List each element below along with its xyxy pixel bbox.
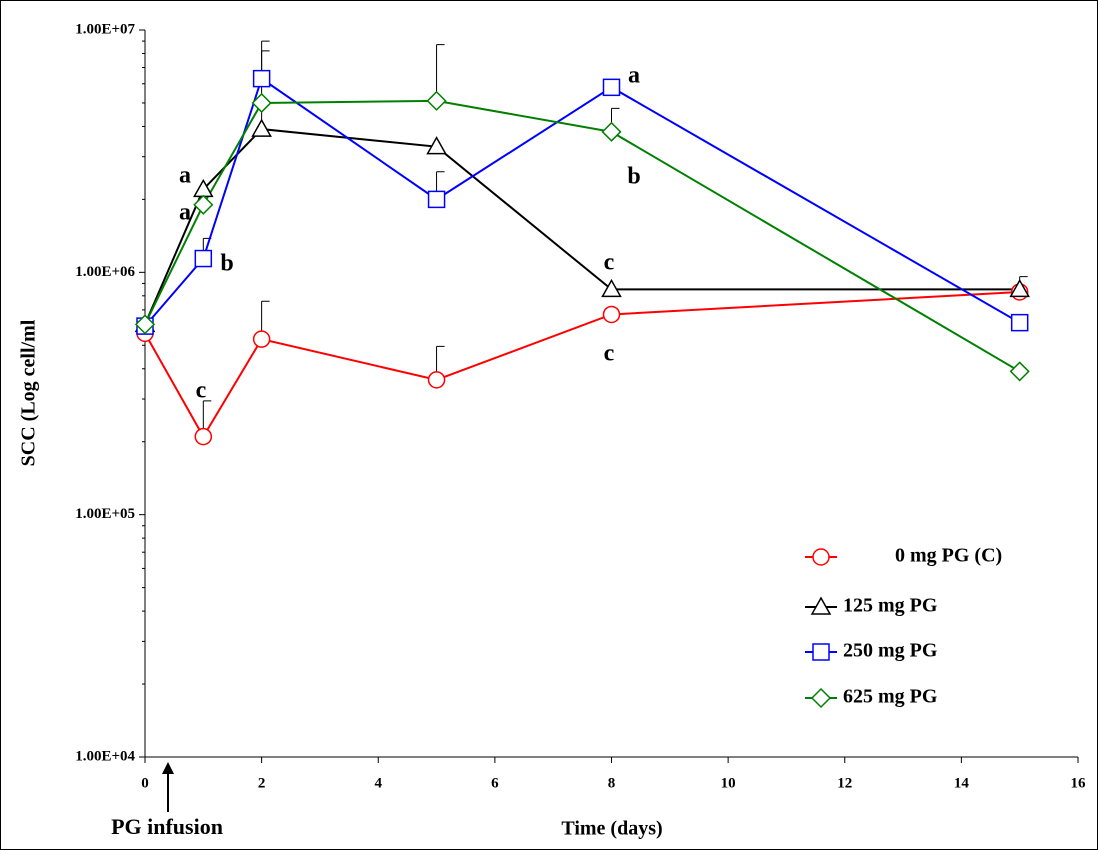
y-tick-label: 1.00E+04 [75,748,135,764]
point [251,118,272,137]
point [1009,361,1030,382]
point [252,69,271,88]
point [1009,278,1030,298]
point [601,278,622,298]
x-tick-label: 6 [491,775,499,791]
x-tick-label: 10 [721,775,736,791]
annotation: a [179,163,191,189]
annotation: b [220,251,233,277]
point [602,78,621,97]
point [427,371,446,389]
legend-label: 250 mg PG [843,640,938,662]
legend-marker [812,643,830,661]
series-line [144,99,1021,373]
x-tick-label: 0 [141,775,149,791]
point [1010,313,1029,332]
series-line [144,290,1020,439]
legend-label: 0 mg PG (C) [895,545,1002,567]
x-tick-label: 8 [608,775,616,791]
x-tick-label: 2 [258,775,266,791]
annotation: c [604,250,615,276]
point [134,314,156,335]
arrow-head [162,762,174,774]
x-axis-label: Time (days) [561,818,662,840]
x-tick-label: 12 [837,775,852,791]
legend-label: 125 mg PG [843,595,938,617]
y-tick-label: 1.00E+06 [75,264,135,280]
legend-label: 625 mg PG [843,686,938,708]
annotation: b [627,164,640,190]
point [601,121,622,142]
point [427,190,446,209]
legend-marker [812,548,830,566]
point [426,90,447,111]
point [194,427,213,446]
point [602,305,621,324]
annotation: a [179,200,191,226]
y-tick-label: 1.00E+05 [75,506,135,522]
point [426,136,447,155]
annotation: c [196,378,207,404]
legend-marker [810,687,832,709]
annotation: a [628,63,640,89]
series-line [144,77,1021,327]
y-tick-label: 1.00E+07 [75,21,135,37]
legend-marker [810,596,832,615]
point [193,194,214,215]
x-tick-label: 14 [954,775,970,791]
x-tick-label: 16 [1071,775,1087,791]
point [251,92,272,114]
point [252,330,271,348]
annotation: c [604,341,615,367]
point [194,249,213,268]
arrow-label: PG infusion [111,814,223,839]
y-axis-label: SCC (Log cell/ml [18,319,40,466]
x-tick-label: 4 [375,775,383,791]
